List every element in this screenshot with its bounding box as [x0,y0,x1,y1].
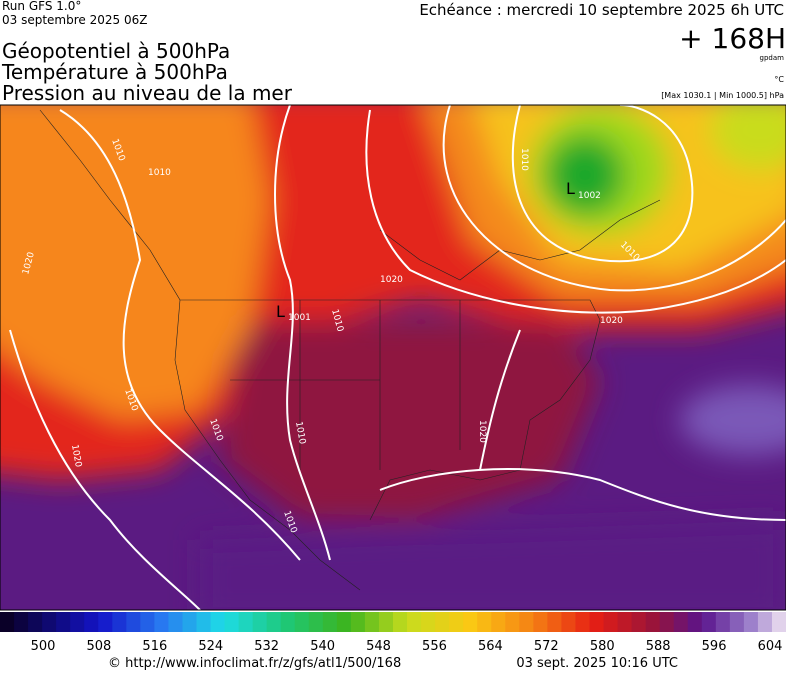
colorbar-swatch [56,612,71,632]
colorbar-swatch [771,612,786,632]
colorbar-label: 516 [142,639,167,654]
lead-time: + 168H [679,22,786,55]
source: © http://www.infoclimat.fr/z/gfs/atl1/50… [108,656,401,671]
colorbar-swatch [701,612,717,632]
generated: 03 sept. 2025 10:16 UTC [516,656,678,671]
colorbar-swatch [575,612,590,632]
colorbar-swatch [182,612,197,632]
colorbar-swatch [280,612,296,632]
colorbar-swatch [294,612,310,632]
colorbar-swatch [561,612,576,632]
colorbar-swatch [168,612,183,632]
valid-time: Echéance : mercredi 10 septembre 2025 6h… [419,1,784,19]
colorbar-swatch [28,612,43,632]
colorbar-swatch [210,612,226,632]
colorbar-swatch [407,612,422,632]
colorbar-swatch [631,612,647,632]
colorbar-swatch [603,612,619,632]
colorbar-swatch [0,612,15,632]
colorbar-label: 580 [590,639,615,654]
colorbar-label: 524 [198,639,223,654]
title: Pression au niveau de la mer [2,81,293,105]
colorbar-label: 540 [310,639,335,654]
colorbar-swatch [435,612,450,632]
colorbar-swatch [673,612,689,632]
isobar-label: 1010 [293,421,307,446]
colorbar-swatch [350,612,366,632]
colorbar-label: 532 [254,639,279,654]
colorbar-swatch [757,612,773,632]
colorbar-swatch [743,612,759,632]
colorbar-swatch [126,612,141,632]
colorbar-label: 564 [478,639,503,654]
colorbar-swatch [42,612,57,632]
isobar-label: 1020 [69,444,83,469]
colorbar-swatch [715,612,731,632]
colorbar-swatch [238,612,254,632]
colorbar-swatch [196,612,212,632]
low-marker: L [566,179,575,198]
colorbar-label: 572 [534,639,559,654]
isobar-label: 1010 [148,168,171,178]
colorbar-swatch [84,612,99,632]
low-marker: L [276,302,285,321]
low-pressure: 1002 [578,191,601,201]
colorbar-swatch [378,612,394,632]
colorbar-swatch [659,612,675,632]
colorbar-swatch [393,612,408,632]
colorbar-swatch [477,612,492,632]
temp-unit: °C [774,75,784,84]
colorbar-swatch [308,612,324,632]
colorbar-swatch [687,612,703,632]
colorbar-swatch [336,612,352,632]
colorbar-swatch [589,612,605,632]
colorbar-swatch [491,612,506,632]
colorbar-swatch [70,612,85,632]
colorbar-swatch [154,612,169,632]
colorbar-label: 596 [702,639,727,654]
title: Température à 500hPa [1,60,228,84]
pressure-range: [Max 1030.1 | Min 1000.5] hPa [661,91,784,100]
colorbar-swatch [98,612,113,632]
colorbar-swatch [364,612,380,632]
colorbar-swatch [617,612,633,632]
isobars [9,105,786,610]
low-pressure: 1001 [288,313,311,323]
isobar-label: 1020 [600,316,623,326]
isobar-label: 1020 [380,275,403,285]
colorbar-swatch [519,612,534,632]
colorbar-swatch [505,612,520,632]
unit: gpdam [760,54,785,62]
colorbar-swatch [112,612,127,632]
colorbar-swatch [533,612,548,632]
isobar-label: 1010 [519,148,529,171]
map-frame [0,104,786,611]
colorbar-swatch [645,612,661,632]
colorbar-swatch [421,612,436,632]
colorbar-label: 604 [758,639,783,654]
colorbar-swatch [140,612,155,632]
colorbar-label: 588 [646,639,671,654]
colorbar-swatch [224,612,240,632]
colorbar-label: 500 [31,639,56,654]
title: Géopotentiel à 500hPa [2,39,230,63]
run: Run GFS 1.0° [2,0,81,13]
colorbar: 500 508 516 524 532 540 548 556 564 572 580 588 596 6… [0,612,786,654]
colorbar-swatch [547,612,562,632]
colorbar-swatch [14,612,29,632]
map: 1010 1010 1020 1010 L 1001 1010 1020 101… [0,105,786,610]
colorbar-swatch [266,612,282,632]
coastlines [39,109,661,591]
isobar-label: 1020 [477,420,487,443]
colorbar-swatch [449,612,464,632]
colorbar-swatch [729,612,745,632]
colorbar-label: 556 [422,639,447,654]
colorbar-swatch [322,612,338,632]
colorbar-swatch [252,612,268,632]
run-date: 03 septembre 2025 06Z [2,13,147,27]
colorbar-swatch [463,612,478,632]
colorbar-label: 548 [366,639,391,654]
colorbar-label: 508 [87,639,112,654]
